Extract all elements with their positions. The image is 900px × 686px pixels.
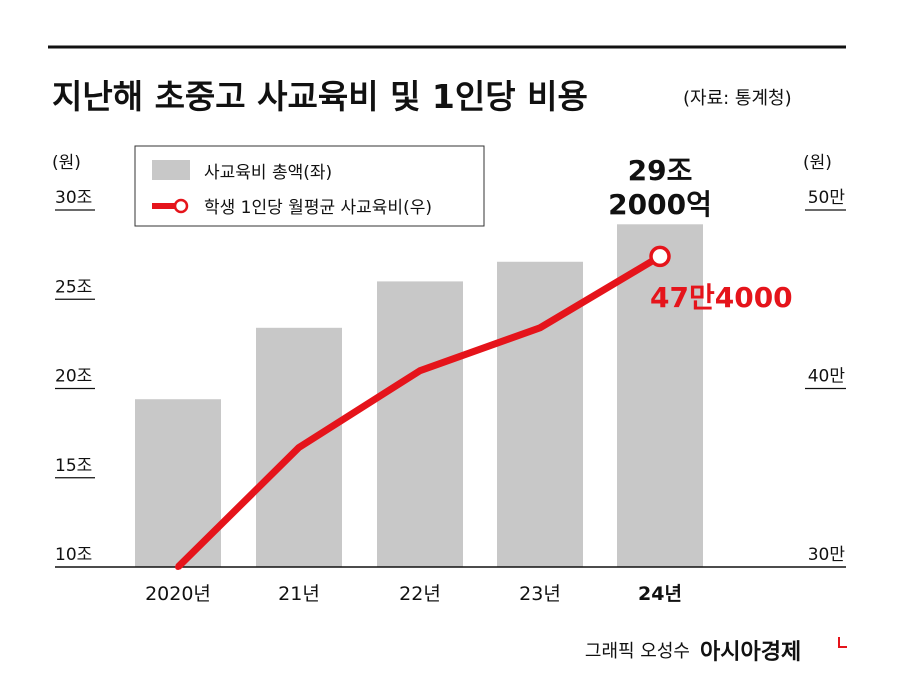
line-annotation: 47만4000 [650,281,793,314]
x-tick-label: 22년 [399,583,441,605]
line-point-2020년 [175,564,181,570]
left-tick-label: 15조 [55,456,92,476]
right-tick-label: 40만 [808,367,846,387]
left-tick-label: 30조 [55,188,92,208]
x-tick-label: 23년 [519,583,561,605]
x-tick-label: 24년 [638,583,682,605]
x-tick-label: 21년 [278,583,320,605]
credit: 그래픽 오성수 [585,641,690,662]
bar-24년 [617,224,703,567]
publisher-logo: 아시아경제 [700,640,801,665]
bar-22년 [377,281,463,567]
source-note: (자료: 통계청) [683,88,792,109]
line-point-23년 [537,324,543,331]
right-axis-unit: (원) [803,153,832,173]
right-tick-label: 50만 [808,188,846,208]
x-tick-label: 2020년 [145,583,211,605]
right-tick-label: 30만 [808,545,846,565]
left-tick-label: 20조 [55,367,92,387]
left-tick-label: 25조 [55,277,92,297]
legend-line-label: 학생 1인당 월평균 사교육비(우) [204,198,432,218]
left-axis-unit: (원) [52,153,81,173]
bar-annotation-line2: 2000억 [608,188,712,221]
legend: 사교육비 총액(좌) 학생 1인당 월평균 사교육비(우) [134,145,485,227]
logo-mark-icon [838,637,847,648]
legend-bar-label: 사교육비 총액(좌) [204,163,332,183]
legend-line-marker [173,198,189,214]
line-point-22년 [417,367,423,374]
line-point-21년 [296,444,302,451]
chart-title: 지난해 초중고 사교육비 및 1인당 비용 [52,77,588,116]
legend-bar-swatch [152,160,190,180]
legend-box [134,145,485,227]
bar-annotation-line1: 29조 [628,154,693,187]
left-tick-label: 10조 [55,545,92,565]
line-point-24년 [649,245,671,268]
